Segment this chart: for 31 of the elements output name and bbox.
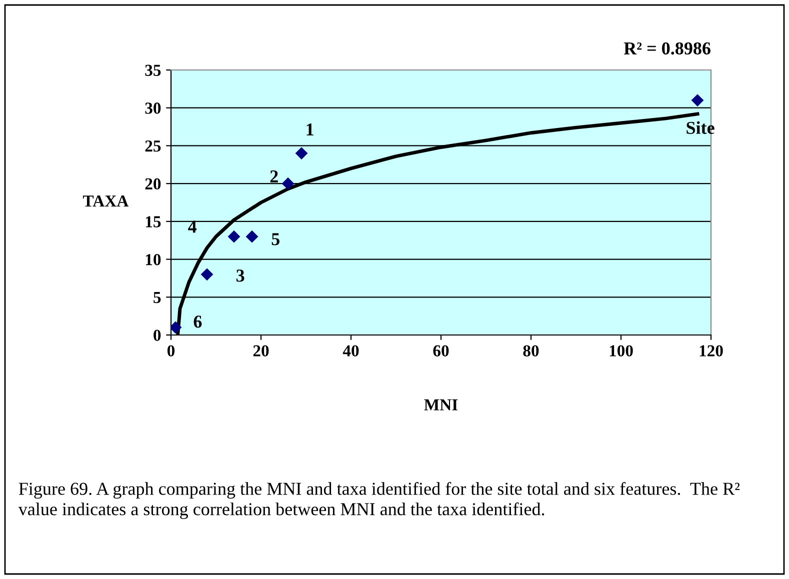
annotation: Site <box>686 121 714 134</box>
point <box>228 230 240 243</box>
x-tick-label: 120 <box>700 345 723 356</box>
x-tick-label: 80 <box>523 345 539 356</box>
y-tick-label: 25 <box>145 140 161 152</box>
point <box>200 268 214 281</box>
annotation: 2 <box>270 170 278 182</box>
text: R² = 0.8986 <box>624 42 710 55</box>
x-axis-title: MNI <box>424 399 458 410</box>
y-tick-label: 35 <box>145 64 161 76</box>
x-tick-label: 20 <box>253 345 269 356</box>
point <box>282 177 294 190</box>
y-tick-label: 0 <box>154 330 161 341</box>
point <box>246 230 258 243</box>
y-tick-label: 20 <box>145 178 161 190</box>
annotation: 5 <box>272 233 280 246</box>
y-tick-label: 15 <box>146 216 161 228</box>
y-tick-label: 5 <box>154 292 161 304</box>
y-axis-title: TAXA <box>82 196 129 207</box>
y-tick-label: 10 <box>146 254 161 266</box>
x-tick-label: 100 <box>610 345 633 356</box>
x-tick-label: 40 <box>342 345 359 356</box>
x-tick-label: 60 <box>433 345 449 356</box>
annotation: 6 <box>194 316 202 328</box>
point <box>295 147 308 160</box>
caption: Figure 69. A graph comparing the MNI and taxa identified for the site total and six features. The R² value indicates a strong correlation between MNI and the taxa identified. <box>18 482 740 520</box>
x-tick-label: 0 <box>167 345 175 356</box>
point <box>691 94 704 106</box>
annotation: 3 <box>236 270 244 282</box>
annotation: 1 <box>306 123 314 136</box>
y-tick-label: 30 <box>145 102 161 114</box>
